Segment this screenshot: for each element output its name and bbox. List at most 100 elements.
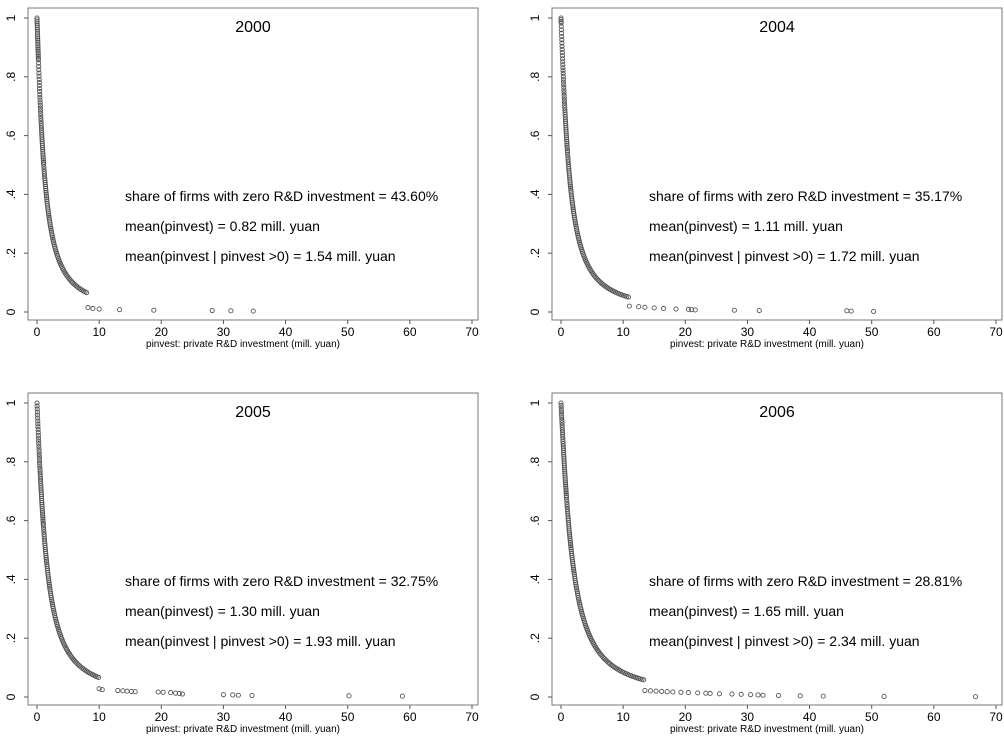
data-point [35, 43, 41, 49]
data-point [570, 563, 576, 569]
data-point [564, 506, 570, 512]
data-point [562, 105, 568, 111]
data-point [47, 222, 53, 228]
data-point [703, 690, 709, 696]
data-point [36, 438, 42, 444]
data-point [871, 308, 877, 314]
data-point [560, 56, 566, 62]
plot-frame [27, 392, 479, 706]
data-point [168, 690, 174, 696]
x-tick-label: 10 [92, 710, 106, 724]
data-point [775, 692, 782, 699]
data-point [678, 689, 684, 695]
data-point [559, 30, 565, 36]
data-point [565, 154, 571, 160]
y-tick-label: .6 [4, 515, 18, 525]
data-point [653, 688, 659, 694]
data-point [559, 420, 565, 426]
data-point [570, 201, 576, 207]
data-point [564, 137, 570, 143]
data-point [35, 415, 41, 421]
data-point [36, 443, 42, 449]
data-point [570, 203, 576, 209]
data-point [41, 166, 47, 172]
data-point [559, 33, 565, 40]
data-point [729, 691, 735, 697]
data-point [561, 90, 567, 96]
data-point [151, 307, 157, 313]
x-tick-label: 40 [803, 710, 817, 724]
data-point [625, 294, 631, 300]
data-point [562, 102, 568, 108]
data-point [35, 421, 41, 427]
data-point [35, 435, 42, 441]
data-point [43, 558, 50, 564]
data-point [36, 76, 42, 82]
plot-frame [27, 7, 479, 321]
data-point [84, 290, 90, 296]
data-point [40, 152, 46, 158]
data-point [44, 560, 50, 566]
data-point [35, 55, 41, 61]
data-point [561, 100, 568, 106]
data-point [755, 692, 761, 698]
data-point [37, 105, 43, 111]
data-point [760, 692, 766, 698]
x-tick-label: 50 [341, 710, 355, 724]
y-tick-label: .8 [4, 456, 18, 466]
data-point [558, 23, 564, 30]
data-point [41, 161, 47, 167]
data-point [35, 45, 41, 51]
data-point [40, 524, 47, 530]
data-point [664, 689, 670, 695]
data-point [35, 430, 41, 436]
data-point [117, 307, 123, 313]
data-point [559, 40, 565, 46]
data-point [558, 410, 565, 416]
data-point [564, 499, 570, 505]
x-tick-label: 50 [865, 325, 879, 339]
y-tick-label: 1 [528, 399, 542, 406]
data-point [160, 689, 166, 695]
data-point [37, 91, 43, 97]
data-point [38, 123, 44, 129]
data-point [35, 52, 41, 58]
x-tick-label: 0 [34, 710, 41, 724]
data-point [36, 446, 42, 452]
data-point [561, 97, 567, 103]
data-point [35, 53, 41, 59]
data-point [570, 564, 576, 571]
data-point [35, 46, 41, 52]
data-point [35, 424, 41, 430]
data-point [34, 28, 40, 34]
data-point [38, 115, 44, 122]
data-point [39, 509, 46, 515]
x-tick-label: 30 [741, 325, 755, 339]
data-point [38, 120, 44, 126]
data-point [564, 497, 570, 503]
data-point [41, 527, 47, 533]
data-point [716, 691, 723, 697]
data-point [564, 504, 570, 510]
x-tick-label: 60 [403, 325, 417, 339]
data-point [36, 451, 42, 457]
data-point [35, 50, 41, 56]
data-point [565, 157, 571, 163]
data-point [559, 422, 565, 428]
annotation: mean(pinvest) = 1.11 mill. yuan [649, 218, 843, 234]
y-tick-label: 0 [4, 308, 18, 315]
data-point [564, 149, 571, 155]
y-tick-label: .6 [528, 515, 542, 525]
data-point [34, 406, 40, 412]
data-point [249, 692, 255, 699]
annotation: mean(pinvest) = 1.65 mill. yuan [649, 603, 844, 619]
data-point [641, 677, 647, 683]
data-point [567, 182, 573, 188]
data-point [565, 152, 571, 158]
annotation: mean(pinvest | pinvest >0) = 1.93 mill. … [125, 633, 396, 649]
data-point [37, 459, 43, 465]
data-point [559, 50, 565, 56]
data-point [40, 513, 46, 519]
x-tick-label: 60 [927, 710, 941, 724]
data-point [567, 180, 573, 186]
